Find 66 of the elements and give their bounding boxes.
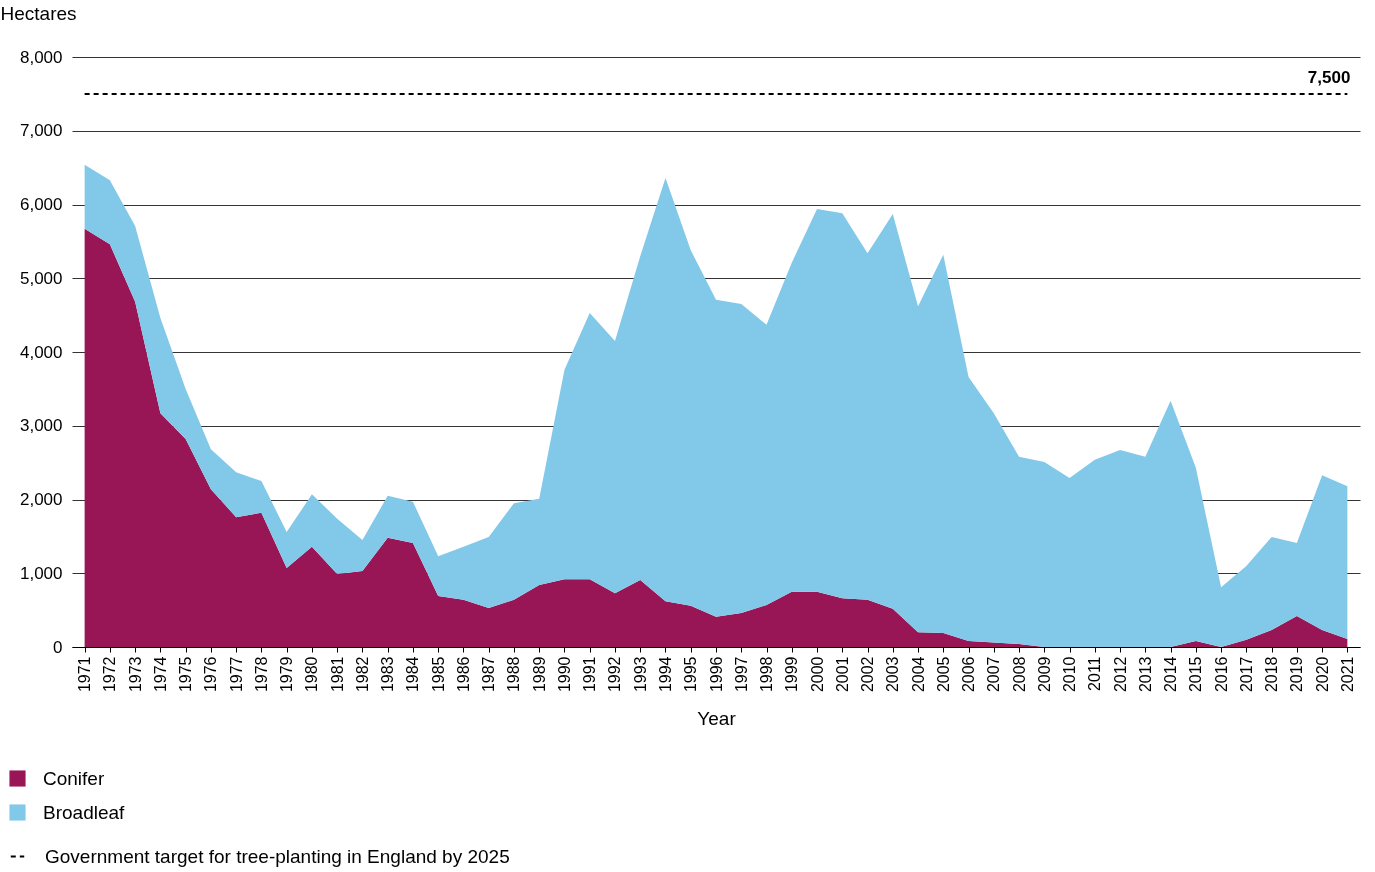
x-tick-label: 2003: [884, 656, 902, 693]
x-tick-label: 1971: [76, 656, 94, 693]
x-tick-label: 2017: [1237, 656, 1255, 693]
legend-label: Conifer: [43, 767, 105, 789]
x-tick-label: 2000: [808, 656, 826, 693]
x-tick-label: 2009: [1035, 656, 1053, 693]
x-tick-label: 1976: [202, 656, 220, 693]
x-tick-label: 1984: [404, 656, 422, 693]
x-tick-label: 1983: [379, 656, 397, 693]
x-tick-label: 1974: [151, 656, 169, 693]
x-tick-label: 1985: [429, 656, 447, 693]
legend-label: Broadleaf: [43, 801, 126, 823]
x-tick-label: 1978: [252, 656, 270, 693]
x-tick-label: 2006: [960, 656, 978, 693]
x-tick-label: 2016: [1212, 656, 1230, 693]
x-tick-label: 1995: [682, 656, 700, 693]
x-tick-label: 1990: [555, 656, 573, 693]
x-tick-label: 1982: [353, 656, 371, 693]
y-tick-label: 5,000: [19, 268, 63, 288]
x-tick-label: 1981: [328, 656, 346, 693]
x-tick-label: 1979: [278, 656, 296, 693]
x-tick-label: 1989: [530, 656, 548, 693]
x-tick-label: 1992: [606, 656, 624, 693]
legend-label: Government target for tree-planting in England by 2025: [45, 845, 510, 867]
x-tick-label: 1988: [505, 656, 523, 693]
x-tick-label: 2004: [909, 656, 927, 693]
x-tick-label: 1987: [480, 656, 498, 693]
x-tick-label: 1972: [101, 656, 119, 693]
x-tick-label: 2011: [1086, 656, 1104, 691]
x-tick-label: 2013: [1136, 656, 1154, 693]
x-tick-label: 2008: [1010, 656, 1028, 693]
x-tick-label: 1993: [631, 656, 649, 693]
x-tick-label: 2015: [1187, 656, 1205, 693]
x-tick-label: 2002: [859, 656, 877, 693]
x-tick-label: 1996: [707, 656, 725, 693]
x-axis-title: Year: [697, 708, 737, 730]
y-tick-label: 1,000: [19, 563, 63, 583]
x-tick-label: 1986: [454, 656, 472, 693]
x-tick-label: 1994: [656, 656, 674, 693]
y-tick-label: 8,000: [19, 47, 63, 67]
x-tick-label: 1973: [126, 656, 144, 693]
y-tick-label: 0: [53, 637, 63, 657]
x-tick-label: 2021: [1338, 656, 1356, 693]
y-tick-label: 7,000: [19, 121, 63, 141]
x-tick-label: 2014: [1162, 656, 1180, 693]
y-tick-label: 3,000: [19, 416, 63, 436]
x-tick-label: 2019: [1288, 656, 1306, 693]
x-tick-label: 1998: [758, 656, 776, 693]
x-tick-label: 2010: [1061, 656, 1079, 693]
x-tick-label: 1977: [227, 656, 245, 693]
x-tick-label: 2007: [985, 656, 1003, 693]
x-tick-label: 2020: [1313, 656, 1331, 693]
x-tick-label: 1980: [303, 656, 321, 693]
x-tick-label: 2005: [934, 656, 952, 693]
y-tick-label: 6,000: [19, 195, 63, 214]
x-tick-label: 2012: [1111, 656, 1129, 693]
y-axis-title: Hectares: [0, 2, 77, 24]
annotation: 7,500: [1307, 67, 1351, 87]
x-tick-label: 1997: [732, 656, 750, 693]
x-tick-label: 2018: [1263, 656, 1281, 693]
x-tick-label: 1991: [581, 656, 599, 693]
x-tick-label: 1999: [783, 656, 801, 693]
x-tick-label: 2001: [833, 656, 851, 693]
y-tick-label: 2,000: [19, 490, 63, 509]
y-tick-label: 4,000: [19, 342, 63, 362]
x-tick-label: 1975: [177, 656, 195, 693]
